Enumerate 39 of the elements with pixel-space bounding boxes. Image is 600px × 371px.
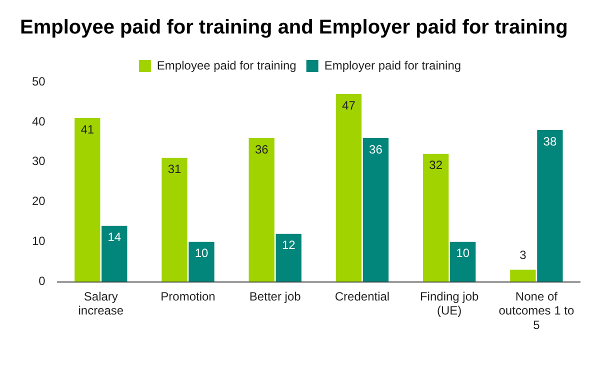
chart-title: Employee paid for training and Employer paid for training xyxy=(20,16,568,39)
y-tick-label: 30 xyxy=(32,154,46,168)
bar xyxy=(248,138,274,282)
bar xyxy=(510,270,536,282)
bar xyxy=(450,242,476,282)
bar xyxy=(74,118,100,282)
x-tick-label: Promotion xyxy=(160,289,216,304)
x-tick-label: Better job xyxy=(249,289,302,304)
data-label: 10 xyxy=(194,246,209,260)
bar xyxy=(188,242,214,282)
x-tick-label: Credential xyxy=(334,289,390,304)
data-label: 36 xyxy=(369,142,383,156)
legend-label: Employee paid for training xyxy=(156,58,296,72)
bar xyxy=(336,94,362,282)
x-tick-label: Salary increase xyxy=(78,289,124,318)
y-tick-label: 0 xyxy=(38,274,46,288)
data-label: 38 xyxy=(543,134,557,148)
bar xyxy=(537,130,563,282)
data-label: 12 xyxy=(282,238,296,252)
data-label: 14 xyxy=(108,230,122,244)
legend-label: Employer paid for training xyxy=(324,58,462,72)
data-label: 3 xyxy=(520,248,527,262)
data-label: 41 xyxy=(80,122,94,136)
y-tick-label: 10 xyxy=(32,234,46,248)
x-tick-label: Finding job (UE) xyxy=(420,289,480,318)
y-tick-label: 20 xyxy=(32,194,46,208)
data-label: 47 xyxy=(342,98,356,112)
x-tick-label: None of outcomes 1 to 5 xyxy=(498,289,574,332)
bar xyxy=(162,158,188,282)
data-label: 31 xyxy=(168,162,182,176)
y-tick-label: 50 xyxy=(32,74,46,88)
data-label: 10 xyxy=(456,246,470,260)
bar xyxy=(423,154,449,282)
data-label: 32 xyxy=(429,158,443,172)
y-tick-label: 40 xyxy=(32,114,46,128)
bar xyxy=(102,226,128,282)
bar xyxy=(362,138,389,282)
bar xyxy=(276,234,302,282)
data-label: 36 xyxy=(254,142,269,156)
